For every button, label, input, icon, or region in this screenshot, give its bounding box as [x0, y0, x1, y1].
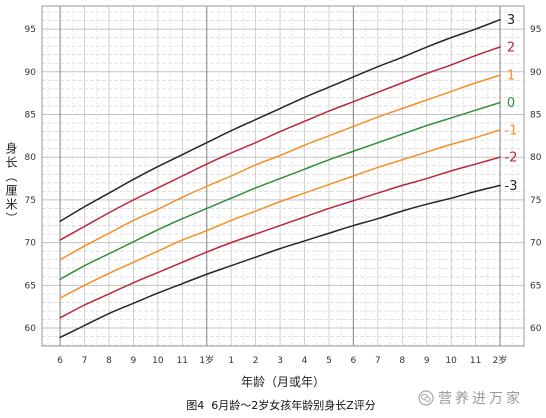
- x-tick-label: 6: [351, 356, 357, 366]
- y-tick-label-left: 90: [25, 68, 37, 78]
- grid: [42, 6, 524, 346]
- y-tick-label-left: 65: [25, 281, 36, 291]
- y-tick-label-left: 80: [25, 153, 37, 163]
- z-score-curves: [59, 18, 501, 339]
- y-tick-label-right: 85: [530, 110, 541, 120]
- watermark-text: 营养进万家: [438, 391, 523, 407]
- x-tick-label: 10: [445, 356, 457, 366]
- x-tick-label: 10: [152, 356, 164, 366]
- x-tick-label: 2岁: [493, 354, 508, 366]
- y-tick-label-left: 70: [25, 239, 37, 249]
- wechat-icon: [418, 390, 434, 406]
- figure-caption: 图4 6月龄～2岁女孩年龄别身长Z评分: [186, 399, 376, 412]
- x-tick-label: 8: [399, 356, 405, 366]
- y-tick-label-left: 95: [25, 25, 36, 35]
- y-axis-title: 身长（厘米）: [4, 142, 18, 226]
- x-tick-label: 5: [326, 356, 332, 366]
- y-tick-label-right: 60: [530, 324, 542, 334]
- series-line-3: [59, 18, 501, 223]
- x-tick-label: 6: [57, 356, 63, 366]
- series-label--1: -1: [505, 123, 518, 138]
- y-tick-label-right: 95: [530, 25, 541, 35]
- series-label-3: 3: [507, 13, 515, 28]
- y-tick-label-left: 85: [25, 110, 36, 120]
- series-line--2: [59, 156, 501, 319]
- plot-frame: [41, 5, 525, 347]
- series-labels: 3 2 1 0 -1 -2 -3: [505, 13, 518, 194]
- series-label-0: 0: [507, 96, 515, 111]
- x-tick-label: 1岁: [199, 354, 214, 366]
- y-tick-label-right: 65: [530, 281, 541, 291]
- plot-border: [41, 5, 525, 347]
- x-tick-label: 11: [470, 356, 481, 366]
- series-line-2: [59, 46, 501, 241]
- x-tick-label: 7: [82, 356, 88, 366]
- x-tick-label: 11: [177, 356, 188, 366]
- x-tick-label: 9: [131, 356, 137, 366]
- y-tick-label-right: 75: [530, 196, 541, 206]
- series-line--1: [59, 129, 501, 299]
- x-tick-label: 7: [375, 356, 381, 366]
- series-label-2: 2: [507, 41, 515, 56]
- x-tick-label: 2: [253, 356, 259, 366]
- y-tick-label-right: 70: [530, 239, 542, 249]
- y-tick-label-right: 80: [530, 153, 542, 163]
- x-tick-label: 8: [106, 356, 112, 366]
- x-tick-label: 3: [277, 356, 283, 366]
- x-tick-label: 1: [228, 356, 234, 366]
- series-line-0: [59, 101, 501, 281]
- series-line-1: [59, 74, 501, 261]
- series-label--2: -2: [505, 151, 518, 166]
- series-line--3: [59, 184, 501, 339]
- y-tick-label-left: 60: [25, 324, 37, 334]
- x-tick-label: 4: [302, 356, 308, 366]
- watermark: 营养进万家: [418, 388, 544, 408]
- series-label--3: -3: [505, 179, 518, 194]
- y-tick-label-right: 90: [530, 68, 542, 78]
- x-axis-title: 年龄（月或年）: [240, 375, 325, 389]
- series-label-1: 1: [507, 69, 515, 84]
- y-tick-label-left: 75: [25, 196, 36, 206]
- x-tick-label: 9: [424, 356, 430, 366]
